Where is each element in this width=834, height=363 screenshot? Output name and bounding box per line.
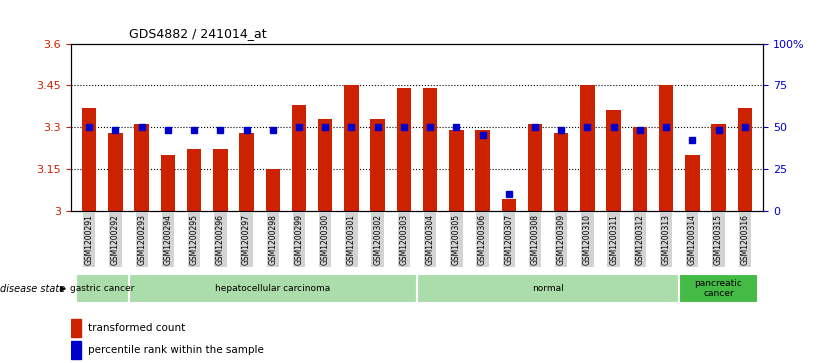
Bar	[370, 119, 384, 211]
Bar	[292, 105, 306, 211]
Bar	[397, 88, 411, 211]
Text: GSM1200308: GSM1200308	[530, 214, 540, 265]
Bar	[633, 127, 647, 211]
Text: GSM1200315: GSM1200315	[714, 214, 723, 265]
Text: GSM1200294: GSM1200294	[163, 214, 173, 265]
Text: GSM1200306: GSM1200306	[478, 214, 487, 265]
Text: GSM1200292: GSM1200292	[111, 214, 120, 265]
Bar	[82, 107, 97, 211]
Text: GSM1200291: GSM1200291	[85, 214, 93, 265]
Text: GSM1200301: GSM1200301	[347, 214, 356, 265]
Text: GSM1200297: GSM1200297	[242, 214, 251, 265]
Bar	[659, 85, 673, 211]
Text: GSM1200299: GSM1200299	[294, 214, 304, 265]
Text: GSM1200305: GSM1200305	[452, 214, 461, 265]
Text: GSM1200310: GSM1200310	[583, 214, 592, 265]
Bar	[423, 88, 437, 211]
Text: percentile rank within the sample: percentile rank within the sample	[88, 345, 264, 355]
Text: pancreatic
cancer: pancreatic cancer	[695, 279, 742, 298]
Bar	[128, 274, 417, 303]
Bar	[417, 274, 679, 303]
Bar	[737, 107, 752, 211]
Bar	[161, 155, 175, 211]
Bar	[554, 132, 569, 211]
Text: normal: normal	[532, 284, 564, 293]
Bar	[711, 124, 726, 211]
Text: ▶: ▶	[60, 284, 67, 293]
Text: gastric cancer: gastric cancer	[70, 284, 134, 293]
Text: GSM1200309: GSM1200309	[557, 214, 565, 265]
Bar	[71, 341, 81, 359]
Text: GSM1200312: GSM1200312	[636, 214, 645, 265]
Bar	[134, 124, 149, 211]
Text: GSM1200304: GSM1200304	[425, 214, 435, 265]
Text: disease state: disease state	[0, 284, 65, 294]
Text: GDS4882 / 241014_at: GDS4882 / 241014_at	[129, 27, 267, 40]
Text: GSM1200293: GSM1200293	[137, 214, 146, 265]
Text: transformed count: transformed count	[88, 323, 185, 333]
Text: GSM1200316: GSM1200316	[741, 214, 749, 265]
Bar	[528, 124, 542, 211]
Text: GSM1200311: GSM1200311	[609, 214, 618, 265]
Bar	[344, 85, 359, 211]
Text: hepatocellular carcinoma: hepatocellular carcinoma	[215, 284, 330, 293]
Text: GSM1200295: GSM1200295	[189, 214, 198, 265]
Text: GSM1200307: GSM1200307	[505, 214, 513, 265]
Bar	[450, 130, 464, 211]
Bar	[580, 85, 595, 211]
Text: GSM1200302: GSM1200302	[373, 214, 382, 265]
Text: GSM1200303: GSM1200303	[399, 214, 409, 265]
Text: GSM1200296: GSM1200296	[216, 214, 225, 265]
Bar	[71, 319, 81, 337]
Bar	[318, 119, 333, 211]
Bar	[265, 169, 280, 211]
Bar	[501, 199, 516, 211]
Bar	[685, 155, 700, 211]
Bar	[76, 274, 128, 303]
Bar	[475, 130, 490, 211]
Bar	[187, 149, 201, 211]
Bar	[214, 149, 228, 211]
Bar	[108, 132, 123, 211]
Text: GSM1200300: GSM1200300	[321, 214, 329, 265]
Text: GSM1200313: GSM1200313	[661, 214, 671, 265]
Text: GSM1200298: GSM1200298	[269, 214, 277, 265]
Bar	[606, 110, 620, 211]
Bar	[239, 132, 254, 211]
Text: GSM1200314: GSM1200314	[688, 214, 697, 265]
Bar	[679, 274, 758, 303]
